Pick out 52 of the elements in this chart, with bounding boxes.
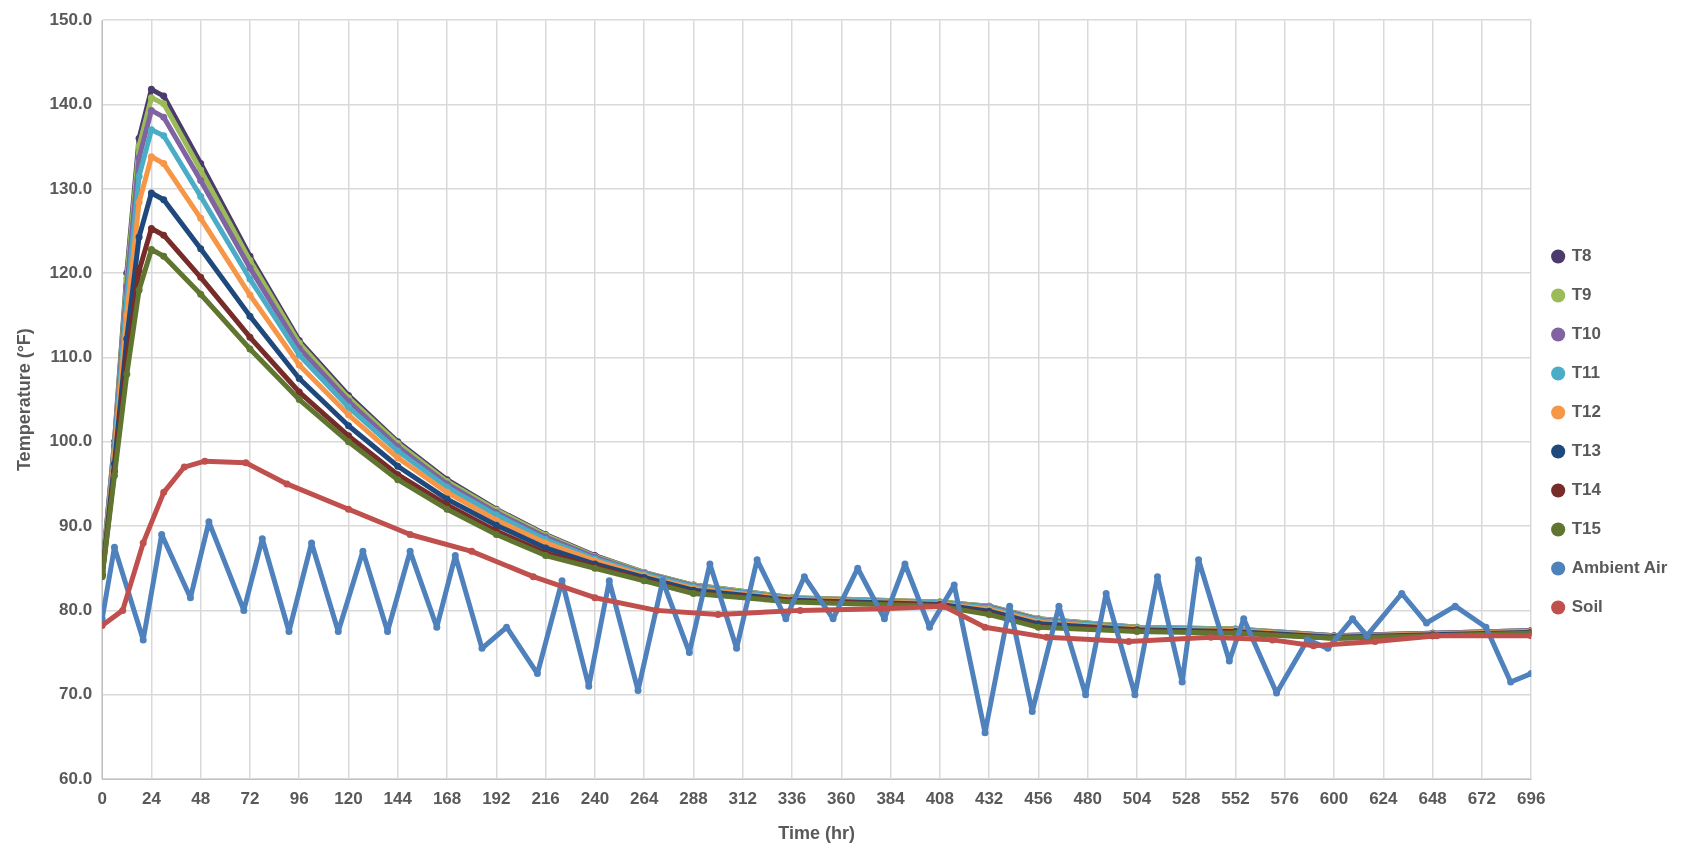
x-tick-label: 336: [777, 788, 807, 808]
x-tick-label: 360: [827, 788, 856, 808]
y-tick-label: 120.0: [49, 262, 93, 282]
legend-label: Soil: [1571, 597, 1603, 617]
x-tick-label: 552: [1221, 788, 1250, 808]
x-tick-label: 144: [383, 788, 413, 808]
y-tick-label: 100.0: [49, 431, 93, 451]
legend-label: T12: [1571, 402, 1601, 422]
x-tick-label: 528: [1172, 788, 1201, 808]
y-tick-label: 140.0: [49, 94, 93, 114]
y-tick-label: 70.0: [59, 684, 93, 704]
legend-label: T10: [1571, 324, 1601, 344]
x-tick-label: 696: [1516, 788, 1546, 808]
legend-label: T9: [1571, 285, 1592, 305]
x-tick-label: 48: [191, 788, 211, 808]
x-tick-label: 216: [531, 788, 560, 808]
x-tick-label: 648: [1418, 788, 1447, 808]
x-tick-label: 120: [334, 788, 363, 808]
legend-label: T14: [1571, 480, 1602, 500]
legend-label: T13: [1571, 441, 1601, 461]
x-tick-label: 432: [974, 788, 1004, 808]
y-tick-label: 80.0: [59, 600, 93, 620]
x-tick-label: 504: [1122, 788, 1152, 808]
x-tick-label: 192: [482, 788, 511, 808]
legend-label: Ambient Air: [1571, 558, 1668, 578]
x-tick-label: 264: [630, 788, 659, 808]
x-tick-label: 480: [1073, 788, 1102, 808]
x-axis-title: Time (hr): [778, 823, 855, 844]
x-tick-label: 24: [141, 788, 162, 808]
x-tick-label: 384: [876, 788, 906, 808]
legend-label: T8: [1571, 246, 1592, 266]
x-tick-label: 0: [97, 788, 107, 808]
x-tick-label: 288: [679, 788, 708, 808]
x-tick-label: 168: [432, 788, 462, 808]
y-tick-label: 130.0: [49, 178, 93, 198]
y-tick-label: 110.0: [50, 347, 93, 367]
x-tick-label: 72: [240, 788, 260, 808]
x-tick-label: 672: [1467, 788, 1497, 808]
y-tick-label: 60.0: [59, 768, 93, 788]
x-tick-label: 600: [1319, 788, 1349, 808]
x-tick-label: 624: [1369, 788, 1399, 808]
legend-label: T15: [1571, 519, 1601, 539]
y-axis-title: Temperature (°F): [13, 328, 34, 472]
legend-label: T11: [1571, 363, 1601, 383]
y-tick-label: 90.0: [59, 515, 93, 535]
x-tick-label: 240: [580, 788, 610, 808]
x-tick-label: 576: [1270, 788, 1299, 808]
x-tick-label: 456: [1024, 788, 1053, 808]
x-tick-label: 96: [289, 788, 309, 808]
x-tick-label: 312: [728, 788, 757, 808]
x-tick-label: 408: [925, 788, 955, 808]
y-tick-label: 150.0: [49, 9, 93, 29]
